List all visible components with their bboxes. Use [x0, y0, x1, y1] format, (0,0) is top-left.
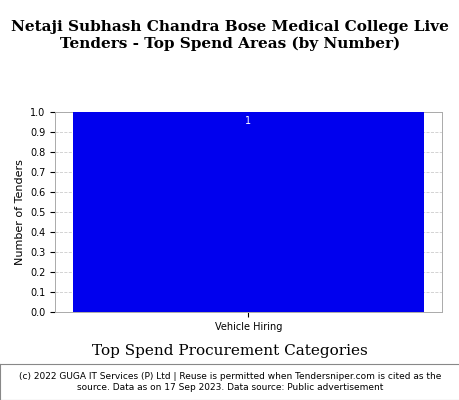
- Text: Top Spend Procurement Categories: Top Spend Procurement Categories: [92, 344, 367, 358]
- Y-axis label: Number of Tenders: Number of Tenders: [15, 159, 24, 265]
- Text: 1: 1: [245, 116, 251, 126]
- Text: (c) 2022 GUGA IT Services (P) Ltd | Reuse is permitted when Tendersniper.com is : (c) 2022 GUGA IT Services (P) Ltd | Reus…: [19, 372, 440, 392]
- Text: Netaji Subhash Chandra Bose Medical College Live
Tenders - Top Spend Areas (by N: Netaji Subhash Chandra Bose Medical Coll…: [11, 20, 448, 51]
